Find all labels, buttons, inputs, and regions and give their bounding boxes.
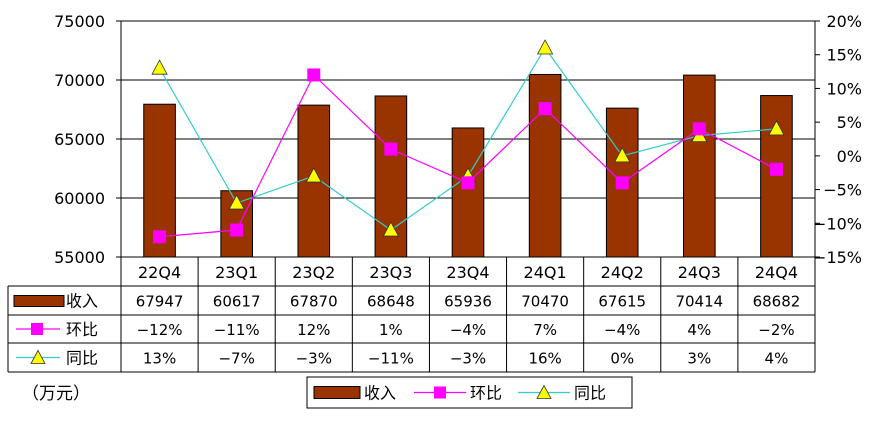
ratio-lines [151, 39, 785, 244]
qoq-marker [692, 122, 706, 136]
table-cell: 65936 [444, 293, 492, 311]
right-tick-label: −15% [813, 248, 862, 267]
right-tick-label: −5% [823, 181, 862, 200]
left-tick-label: 65000 [54, 130, 105, 149]
category-label: 22Q4 [138, 263, 181, 282]
legend-label-qoq: 环比 [470, 384, 502, 403]
table-cell: 67870 [290, 293, 338, 311]
table-cell: 67947 [136, 293, 184, 311]
table-cell: −3% [296, 350, 332, 368]
category-label: 23Q1 [215, 263, 258, 282]
category-label: 23Q3 [369, 263, 412, 282]
table-cell: 68648 [367, 293, 415, 311]
qoq-row-key-marker [31, 323, 43, 335]
legend: 收入 环比 同比 [306, 376, 633, 409]
qoq-marker [615, 176, 629, 190]
yoy-marker [382, 221, 400, 237]
table-cell: 3% [687, 350, 711, 368]
qoq-marker [384, 142, 398, 156]
table-cell: 7% [533, 321, 557, 339]
table-cell: −3% [450, 350, 486, 368]
revenue-bar [528, 73, 562, 258]
table-cell: 1% [379, 321, 403, 339]
table-cell: 13% [143, 350, 176, 368]
table-cell: 12% [297, 321, 330, 339]
table-cell: −11% [214, 321, 260, 339]
table-cell: 4% [687, 321, 711, 339]
table-cell: −12% [137, 321, 183, 339]
revenue-bar [683, 74, 716, 258]
qoq-marker [307, 68, 321, 82]
category-label: 24Q1 [524, 263, 567, 282]
table-cell: 16% [528, 350, 561, 368]
yoy-marker [536, 39, 554, 55]
qoq-marker [230, 223, 244, 237]
row-label: 同比 [66, 349, 98, 368]
table-cell: 0% [610, 350, 634, 368]
category-label: 23Q4 [446, 263, 489, 282]
table-cell: 67615 [598, 293, 646, 311]
row-label: 环比 [66, 320, 98, 339]
qoq-marker [769, 162, 783, 176]
yoy-marker [228, 194, 245, 210]
category-label: 24Q3 [678, 263, 721, 282]
legend-key-revenue [313, 386, 361, 399]
unit-label: （万元） [22, 384, 90, 404]
data-table: 22Q4 23Q1 23Q2 23Q3 23Q4 24Q1 24Q2 24Q3 24Q4 收入环比… [7, 256, 816, 373]
yoy-marker [614, 147, 631, 163]
revenue-row-key [13, 295, 65, 307]
table-cell: −11% [368, 350, 414, 368]
revenue-bar [451, 127, 485, 258]
left-tick-label: 70000 [54, 71, 105, 90]
qoq-marker [153, 230, 167, 244]
category-label: 24Q4 [755, 263, 798, 282]
left-tick-label: 60000 [54, 189, 105, 208]
left-tick-label: 55000 [54, 248, 105, 267]
revenue-bar [760, 95, 793, 258]
table-cell: 60617 [213, 293, 261, 311]
category-label: 24Q2 [601, 263, 644, 282]
row-label: 收入 [66, 292, 98, 311]
legend-key-yoy-marker [536, 384, 552, 399]
table-cell: −7% [218, 350, 254, 368]
axes: 55000 60000 65000 70000 75000 −15% −10% −5% 0% 5%… [54, 12, 862, 267]
table-cell: −4% [450, 321, 486, 339]
legend-key-qoq-marker [434, 386, 446, 399]
table-cell: 70414 [675, 293, 723, 311]
table-cell: 4% [765, 350, 789, 368]
qoq-marker [538, 102, 552, 116]
right-tick-label: 20% [826, 12, 862, 31]
left-tick-label: 75000 [54, 12, 105, 31]
table-cell: 70470 [521, 293, 569, 311]
yoy-row-key-marker [30, 349, 46, 364]
right-tick-label: 0% [837, 147, 862, 166]
yoy-marker [151, 59, 168, 75]
yoy-marker [768, 120, 785, 136]
legend-box [306, 376, 633, 409]
table-cell: −2% [758, 321, 794, 339]
table-cell: 68682 [753, 293, 801, 311]
right-tick-label: 15% [826, 46, 862, 65]
yoy-marker [305, 167, 322, 183]
category-label: 23Q2 [292, 263, 335, 282]
legend-label-yoy: 同比 [574, 384, 606, 403]
table-cell: −4% [604, 321, 640, 339]
legend-label-revenue: 收入 [364, 384, 396, 403]
qoq-marker [461, 176, 475, 190]
right-tick-label: 5% [837, 113, 862, 132]
right-tick-label: 10% [826, 79, 862, 98]
right-tick-label: −10% [813, 214, 862, 233]
